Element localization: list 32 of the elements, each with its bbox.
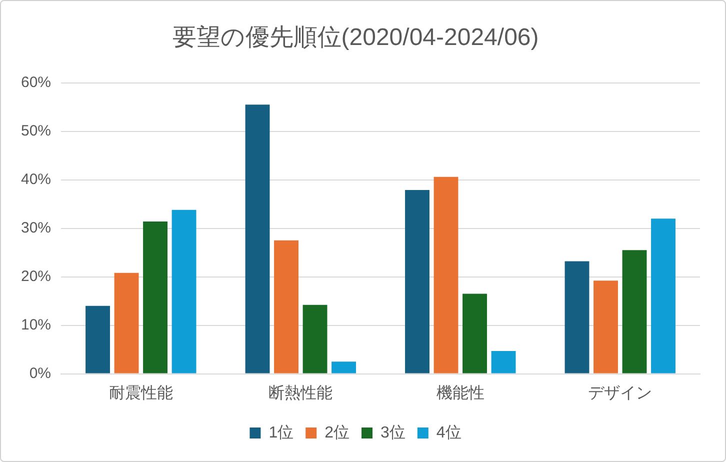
bar (434, 176, 458, 374)
bar (564, 261, 590, 374)
bar (274, 240, 298, 374)
x-tick-label: 断熱性能 (268, 384, 333, 402)
legend-label: 1位 (268, 424, 294, 442)
x-tick-label: デザイン (588, 384, 652, 402)
y-tick-label: 20% (20, 268, 52, 285)
y-tick-label: 50% (20, 122, 52, 140)
chart-title: 要望の優先順位(2020/04-2024/06) (172, 24, 539, 52)
bar (332, 362, 356, 374)
bar (405, 190, 430, 374)
bar (86, 306, 110, 374)
bar (302, 304, 328, 374)
bar (462, 294, 487, 374)
bar (114, 272, 139, 374)
bar (622, 250, 647, 374)
bar (143, 222, 168, 374)
bar (491, 351, 516, 374)
y-tick-label: 0% (29, 364, 52, 382)
bar (245, 104, 270, 374)
y-tick-label: 40% (20, 170, 52, 188)
legend-label: 2位 (324, 424, 350, 442)
x-tick-label: 機能性 (436, 384, 484, 402)
y-tick-label: 60% (20, 74, 52, 91)
y-tick-label: 10% (20, 316, 52, 334)
y-tick-label: 30% (20, 219, 52, 236)
bar (594, 280, 618, 374)
legend-label: 4位 (436, 424, 462, 442)
bar (172, 210, 196, 374)
legend-label: 3位 (380, 424, 406, 442)
x-tick-label: 耐震性能 (108, 384, 173, 402)
bar (651, 218, 676, 374)
